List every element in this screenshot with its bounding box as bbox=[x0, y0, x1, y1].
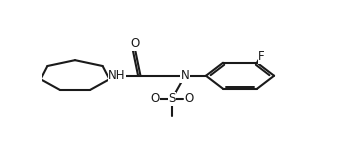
Text: O: O bbox=[130, 38, 140, 51]
Text: F: F bbox=[258, 50, 265, 63]
Text: O: O bbox=[150, 92, 160, 105]
Text: S: S bbox=[168, 92, 176, 105]
Text: N: N bbox=[180, 69, 189, 82]
Text: O: O bbox=[184, 92, 194, 105]
Text: NH: NH bbox=[108, 69, 126, 82]
